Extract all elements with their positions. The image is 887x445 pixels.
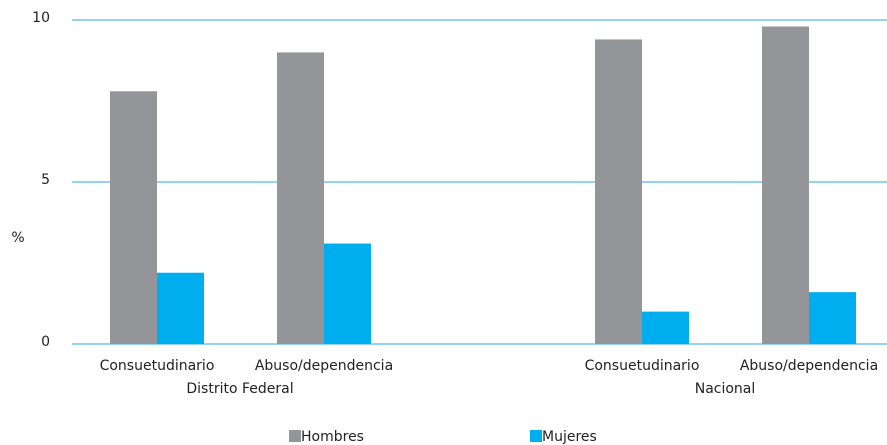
legend-label: Mujeres xyxy=(542,429,597,445)
x-tick-label: Consuetudinario xyxy=(585,358,700,374)
y-tick-label: 10 xyxy=(32,10,50,26)
legend-swatch xyxy=(530,430,542,442)
x-tick-label: Consuetudinario xyxy=(100,358,215,374)
bar xyxy=(157,272,204,344)
y-axis-label: % xyxy=(11,230,24,246)
x-tick-label: Abuso/dependencia xyxy=(740,358,878,374)
bar xyxy=(595,39,642,344)
y-tick-label: 0 xyxy=(41,334,50,350)
legend-label: Hombres xyxy=(301,429,364,445)
legend-swatch xyxy=(289,430,301,442)
group-label: Nacional xyxy=(695,381,756,397)
bar xyxy=(809,292,856,344)
x-tick-label: Abuso/dependencia xyxy=(255,358,393,374)
bar xyxy=(642,311,689,344)
bar xyxy=(762,26,809,344)
bar xyxy=(110,91,157,344)
bar xyxy=(324,243,371,344)
y-tick-label: 5 xyxy=(41,172,50,188)
group-label: Distrito Federal xyxy=(186,381,293,397)
bar xyxy=(277,52,324,345)
